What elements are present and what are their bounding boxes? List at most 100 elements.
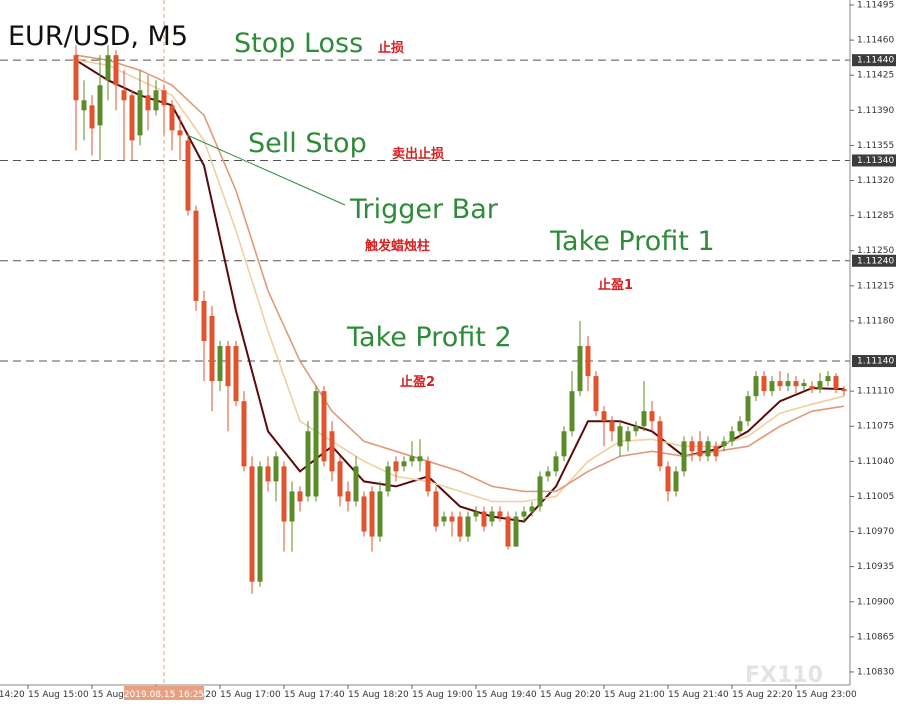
candle-body: [161, 90, 167, 106]
annotation: Sell Stop: [248, 128, 367, 159]
candle-body: [825, 376, 831, 382]
candle-body: [97, 85, 103, 126]
candle-body: [841, 389, 847, 392]
x-tick-label: 15 Aug 14:20: [0, 690, 25, 700]
x-tick-label: 15 Aug 21:40: [668, 690, 729, 700]
y-tick-label: 1.11250: [857, 246, 894, 256]
candle-body: [769, 381, 775, 392]
candle-body: [505, 516, 511, 547]
candle-body: [697, 441, 703, 457]
annotation: 止盈2: [400, 374, 435, 390]
candle-body: [369, 491, 375, 537]
annotation: 止盈1: [598, 277, 633, 293]
level-label: 1.11440: [857, 56, 894, 66]
candle-body: [833, 376, 839, 390]
level-label-box: [852, 154, 896, 167]
candle-body: [665, 466, 671, 492]
candle-body: [241, 401, 247, 467]
candle-body: [385, 466, 391, 492]
candle-body: [209, 315, 215, 382]
candle-body: [361, 496, 367, 532]
y-tick-label: 1.11005: [857, 492, 894, 502]
candle-body: [657, 421, 663, 467]
candle-body: [289, 491, 295, 522]
candle-body: [305, 431, 311, 497]
candle-body: [593, 376, 599, 412]
candle-body: [777, 381, 783, 387]
candle-body: [129, 95, 135, 141]
candle-body: [89, 105, 95, 129]
candle-body: [377, 491, 383, 537]
candle-body: [729, 431, 735, 442]
candle-body: [609, 421, 615, 432]
x-tick-label: 15 Aug 19:00: [412, 690, 473, 700]
y-tick-label: 1.11040: [857, 457, 894, 467]
y-tick-label: 1.11110: [857, 387, 894, 397]
y-tick-label: 1.11355: [857, 141, 894, 151]
annotation: 触发蜡烛柱: [364, 238, 430, 254]
candle-body: [497, 511, 503, 517]
candle-body: [73, 55, 79, 101]
candle-body: [785, 381, 791, 387]
candle-body: [673, 471, 679, 492]
candle-body: [217, 346, 223, 382]
candle-body: [753, 376, 759, 397]
level-label: 1.11340: [857, 156, 894, 166]
candle-body: [489, 511, 495, 522]
crosshair-label-box: [124, 686, 204, 700]
chart-title: EUR/USD, M5: [8, 21, 188, 52]
level-label-box: [852, 355, 896, 368]
candle-body: [681, 441, 687, 472]
candle-body: [553, 456, 559, 472]
candle-body: [809, 386, 815, 390]
annotation: Stop Loss: [234, 28, 363, 59]
x-tick-label: 15 Aug 21:00: [604, 690, 665, 700]
candle-body: [441, 516, 447, 522]
candle-body: [265, 466, 271, 482]
candle-body: [689, 441, 695, 452]
x-tick-label: 15 Aug 17:40: [284, 690, 345, 700]
candle-body: [185, 140, 191, 211]
candle-body: [297, 491, 303, 502]
candle-body: [121, 90, 127, 101]
annotation: Take Profit 2: [346, 322, 512, 353]
candle-body: [249, 466, 255, 582]
candle-body: [601, 411, 607, 422]
candle-body: [145, 95, 151, 111]
candle-body: [641, 411, 647, 427]
candle-body: [225, 346, 231, 387]
level-label-box: [852, 54, 896, 67]
y-tick-label: 1.11075: [857, 422, 894, 432]
candle-body: [473, 511, 479, 517]
candle-body: [177, 130, 183, 136]
candle-body: [745, 396, 751, 422]
watermark: FX110: [745, 663, 823, 688]
y-tick-label: 1.11285: [857, 211, 894, 221]
candle-body: [537, 476, 543, 507]
x-tick-label: 15 Aug 22:20: [732, 690, 793, 700]
candle-body: [713, 446, 719, 457]
candle-body: [409, 456, 415, 462]
x-tick-label: 15 Aug 18:20: [348, 690, 409, 700]
level-label: 1.11140: [857, 357, 894, 367]
candle-body: [457, 516, 463, 537]
candle-body: [193, 210, 199, 301]
candle-body: [425, 461, 431, 492]
candle-body: [513, 516, 519, 547]
y-tick-label: 1.11320: [857, 176, 894, 186]
annotation-pointer: [186, 134, 346, 206]
candle-body: [449, 516, 455, 522]
y-tick-label: 1.10830: [857, 667, 894, 677]
candle-body: [337, 461, 343, 497]
candle-body: [793, 381, 799, 387]
candle-body: [529, 506, 535, 512]
y-tick-label: 1.11180: [857, 316, 894, 326]
annotation: Trigger Bar: [349, 194, 499, 225]
candle-body: [433, 491, 439, 527]
y-tick-label: 1.11460: [857, 36, 894, 46]
candle-body: [545, 471, 551, 477]
x-tick-label: 15 Aug 23:00: [796, 690, 857, 700]
y-tick-label: 1.11390: [857, 106, 894, 116]
candle-body: [817, 381, 823, 390]
